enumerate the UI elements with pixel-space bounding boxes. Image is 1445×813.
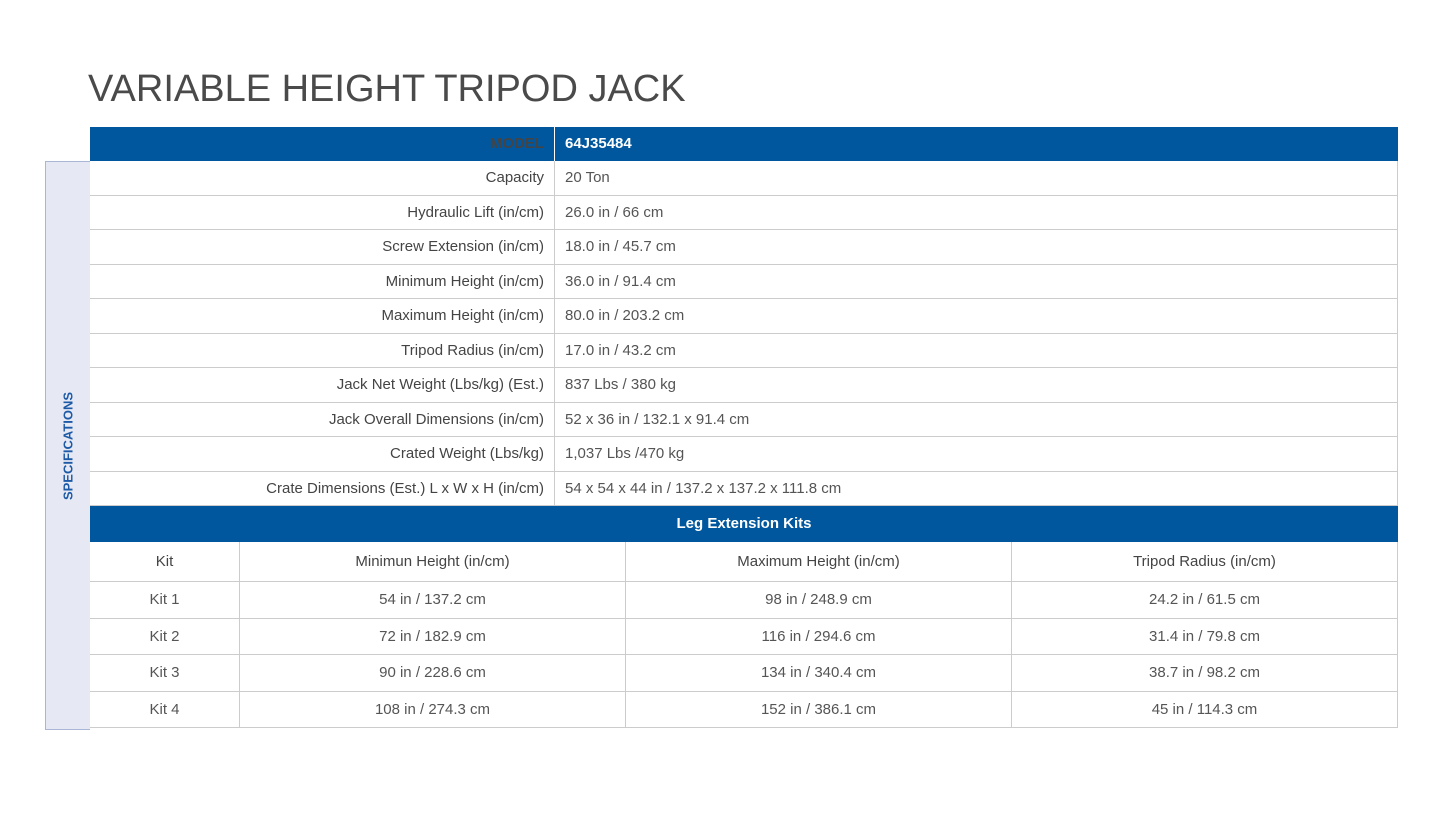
- spec-value: 20 Ton: [565, 169, 610, 186]
- spec-value: 54 x 54 x 44 in / 137.2 x 137.2 x 111.8 …: [565, 479, 842, 497]
- spec-row: Crated Weight (Lbs/kg) 1,037 Lbs /470 kg: [90, 437, 1398, 472]
- spec-label: Maximum Height (in/cm): [90, 299, 555, 333]
- spec-label: Minimum Height (in/cm): [90, 264, 555, 298]
- kit-row: Kit 4 108 in / 274.3 cm 152 in / 386.1 cm 4…: [90, 691, 1398, 728]
- kit-cell: Kit 4: [90, 691, 240, 727]
- kit-cell: 134 in / 340.4 cm: [626, 655, 1012, 691]
- spec-row: Hydraulic Lift (in/cm) 26.0 in / 66 cm: [90, 195, 1398, 230]
- model-value: 64J35484: [565, 135, 632, 152]
- kit-cell: 54 in / 137.2 cm: [240, 582, 626, 618]
- spec-value: 837 Lbs / 380 kg: [565, 376, 676, 393]
- spec-value: 17.0 in / 43.2 cm: [565, 341, 676, 359]
- model-header-row: MODEL 64J35484: [90, 127, 1398, 161]
- spec-rows: Capacity 20 Ton Hydraulic Lift (in/cm) 26.0…: [90, 161, 1398, 506]
- kit-row: Kit 2 72 in / 182.9 cm 116 in / 294.6 cm 31…: [90, 618, 1398, 655]
- kit-rows: Kit 1 54 in / 137.2 cm 98 in / 248.9 cm 24.…: [90, 582, 1398, 728]
- spec-row: Minimum Height (in/cm) 36.0 in / 91.4 cm: [90, 264, 1398, 299]
- spec-value: 26.0 in / 66 cm: [565, 203, 664, 221]
- kit-cell: 38.7 in / 98.2 cm: [1149, 664, 1260, 682]
- col-header-kit: Kit: [90, 542, 240, 581]
- spec-value: 80.0 in / 203.2 cm: [565, 307, 685, 324]
- kit-cell: 31.4 in / 79.8 cm: [1149, 627, 1260, 645]
- col-header-tripod-radius: Tripod Radius (in/cm): [1133, 553, 1276, 570]
- spec-row: Tripod Radius (in/cm) 17.0 in / 43.2 cm: [90, 333, 1398, 368]
- kit-cell: 108 in / 274.3 cm: [240, 691, 626, 727]
- kit-cell: 98 in / 248.9 cm: [626, 582, 1012, 618]
- spec-row: Maximum Height (in/cm) 80.0 in / 203.2 cm: [90, 299, 1398, 334]
- spec-label: Jack Net Weight (Lbs/kg) (Est.): [90, 368, 555, 402]
- kit-cell: Kit 1: [90, 582, 240, 618]
- kit-cell: 45 in / 114.3 cm: [1151, 700, 1258, 718]
- col-header-min-height: Minimun Height (in/cm): [240, 542, 626, 581]
- spec-value: 18.0 in / 45.7 cm: [565, 238, 676, 255]
- spec-label: Screw Extension (in/cm): [90, 230, 555, 264]
- side-label-text: SPECIFICATIONS: [60, 391, 76, 500]
- kit-cell: 90 in / 228.6 cm: [240, 655, 626, 691]
- spec-row: Capacity 20 Ton: [90, 161, 1398, 196]
- col-header-max-height: Maximum Height (in/cm): [626, 542, 1012, 581]
- spec-row: Jack Net Weight (Lbs/kg) (Est.) 837 Lbs /…: [90, 368, 1398, 403]
- spec-row: Jack Overall Dimensions (in/cm) 52 x 36 i…: [90, 402, 1398, 437]
- kit-cell: 116 in / 294.6 cm: [626, 618, 1012, 654]
- kit-cell: 152 in / 386.1 cm: [626, 691, 1012, 727]
- kit-cell: 72 in / 182.9 cm: [240, 618, 626, 654]
- kit-row: Kit 1 54 in / 137.2 cm 98 in / 248.9 cm 24.…: [90, 582, 1398, 619]
- spec-value: 1,037 Lbs /470 kg: [565, 445, 685, 462]
- spec-label: Crate Dimensions (Est.) L x W x H (in/cm…: [90, 471, 555, 505]
- spec-label: Tripod Radius (in/cm): [90, 333, 555, 367]
- spec-label: Jack Overall Dimensions (in/cm): [90, 402, 555, 436]
- kit-cell: Kit 2: [90, 618, 240, 654]
- spec-label: Capacity: [90, 161, 555, 195]
- spec-label: Hydraulic Lift (in/cm): [90, 195, 555, 229]
- spec-value: 52 x 36 in / 132.1 x 91.4 cm: [565, 410, 750, 428]
- kit-cell: Kit 3: [90, 655, 240, 691]
- model-label: MODEL: [90, 127, 555, 161]
- kit-cell: 24.2 in / 61.5 cm: [1149, 591, 1260, 609]
- kits-header-row: Kit Minimun Height (in/cm) Maximum Heigh…: [90, 542, 1398, 582]
- leg-extension-kits-header: Leg Extension Kits: [90, 506, 1398, 542]
- kit-row: Kit 3 90 in / 228.6 cm 134 in / 340.4 cm 38…: [90, 655, 1398, 692]
- specifications-side-label: SPECIFICATIONS: [45, 161, 90, 730]
- spec-row: Crate Dimensions (Est.) L x W x H (in/cm…: [90, 471, 1398, 506]
- page-title: VARIABLE HEIGHT TRIPOD JACK: [88, 68, 686, 110]
- spec-label: Crated Weight (Lbs/kg): [90, 437, 555, 471]
- spec-value: 36.0 in / 91.4 cm: [565, 272, 676, 290]
- spec-table: MODEL 64J35484 Capacity 20 Ton Hydraulic L…: [90, 127, 1398, 728]
- spec-row: Screw Extension (in/cm) 18.0 in / 45.7 cm: [90, 230, 1398, 265]
